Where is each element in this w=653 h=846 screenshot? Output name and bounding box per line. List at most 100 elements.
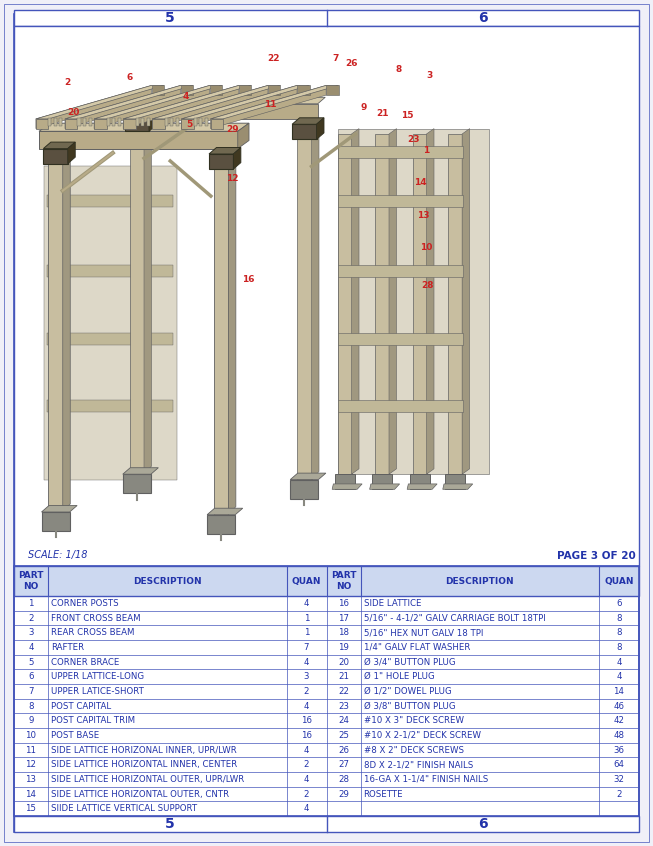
- Text: 22: 22: [267, 54, 279, 63]
- Bar: [14, 566, 639, 596]
- Polygon shape: [152, 119, 165, 129]
- Polygon shape: [136, 118, 138, 126]
- Text: 1: 1: [304, 629, 310, 637]
- Polygon shape: [210, 119, 223, 129]
- Text: 14: 14: [414, 179, 426, 187]
- Polygon shape: [334, 475, 355, 489]
- Text: Ø 3/4" BUTTON PLUG: Ø 3/4" BUTTON PLUG: [364, 657, 455, 667]
- Polygon shape: [332, 484, 362, 489]
- Text: 15: 15: [402, 111, 414, 119]
- Polygon shape: [351, 129, 359, 475]
- Polygon shape: [65, 85, 181, 129]
- Text: 16-GA X 1-1/4" FINISH NAILS: 16-GA X 1-1/4" FINISH NAILS: [364, 775, 488, 784]
- Polygon shape: [46, 400, 174, 412]
- Text: 23: 23: [338, 701, 349, 711]
- Polygon shape: [370, 484, 400, 489]
- Polygon shape: [165, 118, 168, 126]
- Text: SIDE LATTICE HORIZONTAL INNER, CENTER: SIDE LATTICE HORIZONTAL INNER, CENTER: [51, 761, 237, 769]
- Text: Ø 1/2" DOWEL PLUG: Ø 1/2" DOWEL PLUG: [364, 687, 451, 695]
- Text: 8: 8: [395, 64, 402, 74]
- Polygon shape: [209, 147, 241, 154]
- Text: 26: 26: [338, 745, 349, 755]
- Text: 23: 23: [407, 135, 421, 144]
- Text: 4: 4: [304, 805, 310, 813]
- Text: 1/4" GALV FLAT WASHER: 1/4" GALV FLAT WASHER: [364, 643, 470, 651]
- Polygon shape: [152, 85, 280, 119]
- Text: DESCRIPTION: DESCRIPTION: [133, 576, 202, 585]
- Polygon shape: [413, 134, 426, 475]
- Text: 28: 28: [338, 775, 349, 784]
- Polygon shape: [311, 131, 319, 480]
- Polygon shape: [233, 147, 241, 169]
- Text: FRONT CROSS BEAM: FRONT CROSS BEAM: [51, 613, 140, 623]
- Text: 26: 26: [345, 59, 358, 69]
- Polygon shape: [338, 195, 463, 207]
- Polygon shape: [462, 129, 470, 475]
- Text: SIDE LATTICE HORIZONAL INNER, UPR/LWR: SIDE LATTICE HORIZONAL INNER, UPR/LWR: [51, 745, 237, 755]
- Polygon shape: [68, 142, 75, 163]
- Polygon shape: [106, 118, 110, 126]
- Polygon shape: [176, 118, 179, 126]
- Text: 7: 7: [332, 54, 339, 63]
- Text: 9: 9: [361, 102, 367, 112]
- Text: 3: 3: [426, 71, 433, 80]
- Polygon shape: [372, 475, 392, 489]
- Text: 48: 48: [614, 731, 624, 740]
- Text: 8: 8: [616, 643, 622, 651]
- Polygon shape: [123, 119, 136, 129]
- Text: 12: 12: [227, 173, 239, 183]
- Text: 18: 18: [338, 629, 349, 637]
- Text: 16: 16: [242, 275, 255, 284]
- Text: 8D X 2-1/2" FINISH NAILS: 8D X 2-1/2" FINISH NAILS: [364, 761, 473, 769]
- Polygon shape: [46, 195, 174, 207]
- Polygon shape: [112, 118, 115, 126]
- Text: CORNER BRACE: CORNER BRACE: [51, 657, 119, 667]
- Text: 4: 4: [616, 657, 622, 667]
- Polygon shape: [94, 85, 210, 129]
- Text: 20: 20: [338, 657, 349, 667]
- Polygon shape: [44, 167, 176, 480]
- Text: 12: 12: [25, 761, 37, 769]
- Text: 4: 4: [304, 745, 310, 755]
- Polygon shape: [297, 140, 311, 480]
- Text: 2: 2: [28, 613, 34, 623]
- Text: 4: 4: [304, 657, 310, 667]
- Text: PART
NO: PART NO: [331, 571, 357, 591]
- Polygon shape: [42, 512, 70, 531]
- Text: 16: 16: [301, 731, 312, 740]
- Polygon shape: [290, 473, 326, 480]
- Text: RAFTER: RAFTER: [51, 643, 84, 651]
- Text: 7: 7: [28, 687, 34, 695]
- Text: 42: 42: [614, 717, 624, 725]
- Text: 2: 2: [304, 789, 310, 799]
- Text: 64: 64: [614, 761, 624, 769]
- Polygon shape: [338, 134, 351, 475]
- Polygon shape: [63, 156, 71, 512]
- Text: 32: 32: [614, 775, 624, 784]
- Polygon shape: [120, 97, 325, 104]
- Text: 29: 29: [227, 125, 239, 135]
- Polygon shape: [238, 124, 249, 149]
- Text: 10: 10: [25, 731, 37, 740]
- Polygon shape: [39, 131, 238, 149]
- Text: PAGE 3 OF 20: PAGE 3 OF 20: [557, 551, 636, 561]
- Polygon shape: [54, 118, 57, 126]
- Text: 5: 5: [28, 657, 34, 667]
- Bar: [14, 566, 639, 816]
- Text: 13: 13: [417, 211, 430, 219]
- Polygon shape: [409, 475, 430, 489]
- Polygon shape: [229, 161, 236, 514]
- Polygon shape: [290, 480, 319, 498]
- Text: 22: 22: [338, 687, 349, 695]
- Text: 2: 2: [64, 78, 71, 87]
- Polygon shape: [43, 149, 68, 163]
- Polygon shape: [123, 85, 239, 129]
- Text: POST BASE: POST BASE: [51, 731, 99, 740]
- Text: 3: 3: [304, 673, 310, 681]
- Polygon shape: [239, 85, 251, 95]
- Text: 1: 1: [423, 146, 430, 155]
- Polygon shape: [338, 400, 463, 412]
- Text: Ø 3/8" BUTTON PLUG: Ø 3/8" BUTTON PLUG: [364, 701, 455, 711]
- Text: 16: 16: [338, 599, 349, 607]
- Bar: [14, 26, 639, 566]
